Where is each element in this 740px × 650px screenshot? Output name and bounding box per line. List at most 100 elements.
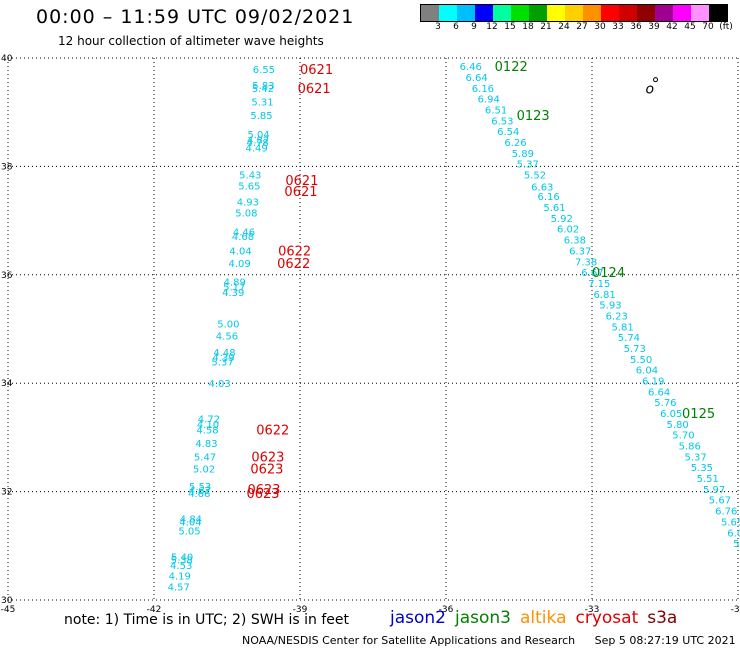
y-tick-label: 38 bbox=[1, 162, 13, 172]
credit-text: NOAA/NESDIS Center for Satellite Applica… bbox=[242, 634, 576, 647]
wave-height-label: 4.39 bbox=[222, 288, 244, 299]
wave-height-label: 6.16 bbox=[472, 84, 494, 95]
time-label: 0623 bbox=[246, 487, 279, 502]
color-scale-tick: 3 bbox=[435, 22, 441, 32]
x-tick-label: -45 bbox=[1, 605, 16, 615]
units-note: note: 1) Time is in UTC; 2) SWH is in fe… bbox=[64, 612, 350, 628]
wave-height-label: 4.83 bbox=[195, 439, 217, 450]
color-swatch bbox=[511, 5, 529, 21]
legend-item-altika: altika bbox=[520, 608, 567, 628]
wave-height-label: 7.38 bbox=[575, 257, 597, 268]
color-scale-tick: 42 bbox=[666, 22, 678, 32]
color-swatch bbox=[475, 5, 493, 21]
wave-height-label: 5.38 bbox=[171, 555, 193, 566]
wave-height-label: 6.94 bbox=[478, 95, 500, 106]
wave-height-label: 5.86 bbox=[679, 442, 701, 453]
wave-height-label: 5.00 bbox=[217, 320, 239, 331]
time-label: 0621 bbox=[298, 82, 331, 97]
color-scale-tick: 6 bbox=[453, 22, 459, 32]
wave-height-label: 5.65 bbox=[238, 181, 260, 192]
time-label: 0621 bbox=[284, 185, 317, 200]
wave-height-label: 4.19 bbox=[169, 572, 191, 583]
wave-height-label: 4.68 bbox=[232, 232, 254, 243]
color-swatch bbox=[547, 5, 565, 21]
color-scale-tick: 21 bbox=[540, 22, 552, 32]
wave-height-label: 4.49 bbox=[245, 143, 267, 154]
color-scale-tick: 27 bbox=[576, 22, 588, 32]
wave-height-label: 5.47 bbox=[194, 452, 216, 463]
wave-height-label: 6.01 bbox=[727, 528, 740, 539]
time-label: 0623 bbox=[250, 462, 283, 477]
color-swatch bbox=[457, 5, 475, 21]
wave-height-label: 4.72 bbox=[198, 414, 220, 425]
wave-height-label: 4.48 bbox=[213, 348, 235, 359]
wave-height-label: 5.05 bbox=[178, 527, 200, 538]
wave-height-label: 4.89 bbox=[224, 277, 246, 288]
time-label: 0122 bbox=[495, 60, 528, 75]
wave-height-label: 5.40 bbox=[171, 553, 193, 564]
time-label: 0623 bbox=[251, 450, 284, 465]
wave-height-label: 6.04 bbox=[636, 366, 658, 377]
y-tick-label: 36 bbox=[1, 271, 13, 281]
wave-height-label: 6.26 bbox=[504, 138, 526, 149]
wave-height-label: 5.74 bbox=[618, 333, 640, 344]
wave-height-label: 5.37 bbox=[517, 160, 539, 171]
color-scale-tick: 12 bbox=[486, 22, 498, 32]
wave-height-label: 5.89 bbox=[512, 149, 534, 160]
wave-height-label: 4.04 bbox=[229, 246, 251, 257]
wave-height-label: 4.84 bbox=[180, 515, 202, 526]
time-label: 0124 bbox=[592, 266, 625, 281]
x-tick-label: -39 bbox=[293, 605, 308, 615]
marker-dot bbox=[653, 77, 659, 83]
color-swatch bbox=[691, 5, 709, 21]
x-tick-label: -30 bbox=[731, 605, 740, 615]
wave-height-label: 5.53 bbox=[189, 482, 211, 493]
x-tick-label: -42 bbox=[147, 605, 162, 615]
wave-height-label: 5.43 bbox=[239, 171, 261, 182]
legend-item-cryosat: cryosat bbox=[575, 608, 639, 628]
color-scale-tick: 70 bbox=[702, 22, 714, 32]
color-scale-tick: 24 bbox=[558, 22, 570, 32]
color-scale-tick: 30 bbox=[594, 22, 606, 32]
wave-height-label: 5.80 bbox=[666, 420, 688, 431]
color-swatch bbox=[709, 5, 727, 21]
wave-height-label: 5.97 bbox=[703, 485, 725, 496]
wave-height-label: 5.04 bbox=[247, 130, 269, 141]
time-label: 0621 bbox=[285, 174, 318, 189]
color-swatch bbox=[493, 5, 511, 21]
footer: NOAA/NESDIS Center for Satellite Applica… bbox=[242, 634, 736, 647]
satellite-legend: jason2 jason3 altika cryosat s3a bbox=[390, 608, 686, 628]
wave-height-label: 6.55 bbox=[253, 65, 275, 76]
wave-height-label: 4.03 bbox=[209, 379, 231, 390]
chart-subtitle: 12 hour collection of altimeter wave hei… bbox=[58, 34, 324, 48]
color-scale-tick: 9 bbox=[471, 22, 477, 32]
y-tick-label: 34 bbox=[1, 379, 13, 389]
wave-height-label: 6.54 bbox=[497, 127, 519, 138]
color-swatch bbox=[601, 5, 619, 21]
time-label: 0125 bbox=[682, 407, 715, 422]
y-tick-label: 32 bbox=[1, 488, 12, 498]
wave-height-label: 6.23 bbox=[606, 311, 628, 322]
wave-height-label: 6.05 bbox=[660, 409, 682, 420]
wave-height-label: 5.51 bbox=[697, 474, 719, 485]
color-scale-tick: (ft) bbox=[719, 22, 733, 32]
wave-height-label: 5.02 bbox=[193, 464, 215, 475]
wave-height-label: 4.57 bbox=[168, 582, 190, 593]
color-scale-tick: 39 bbox=[648, 22, 660, 32]
wave-height-label: 5.73 bbox=[624, 344, 646, 355]
wave-height-label: 4.82 bbox=[247, 135, 269, 146]
wave-height-label: 4.04 bbox=[179, 517, 201, 528]
time-label: 0623 bbox=[247, 483, 280, 498]
color-scale-tick: 15 bbox=[504, 22, 516, 32]
time-label: 0621 bbox=[300, 63, 333, 78]
wave-height-label: 5.08 bbox=[235, 208, 257, 219]
marker-glyph: o bbox=[646, 82, 655, 98]
wave-height-label: 5.35 bbox=[691, 463, 713, 474]
wave-height-label: 5.67 bbox=[709, 496, 731, 507]
color-scale-tick: 18 bbox=[522, 22, 534, 32]
color-swatch bbox=[655, 5, 673, 21]
wave-height-label: 4.46 bbox=[233, 227, 255, 238]
wave-height-label: 6.37 bbox=[569, 246, 591, 257]
wave-height-label: 6.63 bbox=[531, 182, 553, 193]
